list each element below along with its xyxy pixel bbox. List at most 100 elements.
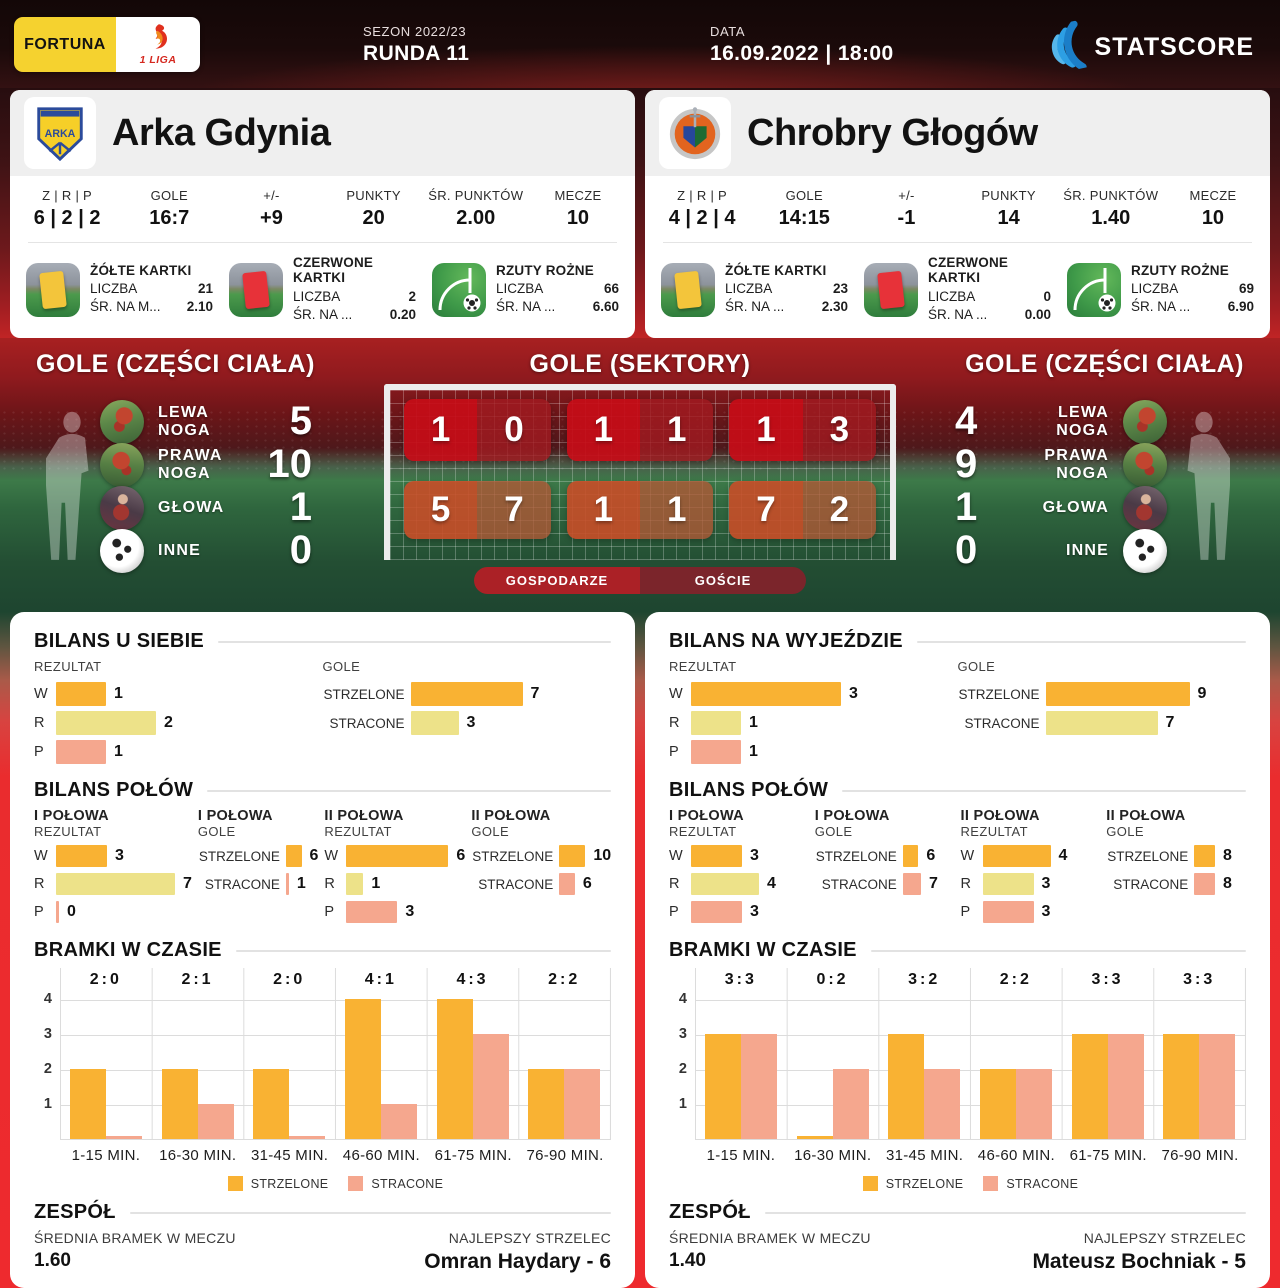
half-column: II POŁOWA GOLE STRZELONE 8 STRACONE 8 [1106,808,1246,929]
team-summary: ŚREDNIA BRAMEK W MECZU 1.60 NAJLEPSZY STR… [34,1230,611,1273]
chart-bar [832,1069,869,1139]
red-card-icon [864,262,918,317]
ball-icon [1123,528,1167,573]
heading-rule [207,789,611,792]
x-tick-label: 61-75 MIN. [434,1147,512,1164]
chart-bar [161,1069,198,1139]
chart-group: 2:2 [518,968,610,1139]
yellow-card-icon [26,262,80,317]
liga-badge: 1 LIGA [116,17,200,72]
y-tick-label: 3 [43,1026,52,1042]
chrobry-glogow-crest-icon [659,97,731,169]
corner-kick-icon [432,262,486,317]
chart-group: 2:0 [60,968,152,1139]
fortuna-wordmark: FORTUNA [14,17,116,72]
bar [410,711,459,735]
chart-bar [197,1104,234,1139]
stracone-swatch [983,1176,999,1191]
body-part-row: LEWA NOGA 5 [100,399,312,444]
x-tick-label: 61-75 MIN. [1069,1147,1147,1164]
chart-group: 2:0 [243,968,335,1139]
heading-rule [218,640,611,643]
body-parts-home: LEWA NOGA 5 PRAWA NOGA 10 GŁOWA 1 INNE 0 [100,399,312,573]
heading-rule [842,789,1246,792]
sector-legend: GOSPODARZE GOŚCIE [474,567,806,594]
left-leg-icon [100,399,144,444]
body-part-row: INNE 0 [100,528,312,573]
yellow-cards-stat: ŻÓŁTE KARTKI LICZBA 21 ŚR. NA M... 2.10 [18,262,221,317]
goals-in-time-chart: 1 2 3 4 3:3 0:2 3:2 2:2 3:3 3:3 1-15 MIN. 16-30 M… [679,968,1246,1191]
body-part-row: 1 GŁOWA [955,485,1167,530]
x-tick-label: 31-45 MIN. [885,1147,964,1164]
chart-group: 2:2 [970,968,1062,1139]
chart-bar [888,1034,925,1139]
chart-bar [105,1136,142,1139]
goals-in-time-chart: 1 2 3 4 2:0 2:1 2:0 4:1 4:3 2:2 1-15 MIN. 16-30 M… [44,968,611,1191]
discipline-stats-row: ŻÓŁTE KARTKI LICZBA 21 ŚR. NA M... 2.10 CZ… [10,243,635,338]
y-tick-label: 1 [43,1096,52,1112]
sectors-title: GOLE (SEKTORY) [529,350,751,378]
interval-score: 3:3 [1183,971,1216,988]
stat-col: MECZE 10 [1189,188,1237,229]
head-icon [100,485,144,530]
head-icon [1123,485,1167,530]
bar-row: STRZELONE 7 [323,682,612,706]
yellow-cards-stat: ŻÓŁTE KARTKI LICZBA 23 ŚR. NA ... 2.30 [653,262,856,317]
x-tick-label: 1-15 MIN. [71,1147,141,1164]
stat-col: GOLE 14:15 [778,188,830,229]
date-block: DATA 16.09.2022 | 18:00 [710,24,894,66]
divider [663,242,1252,243]
interval-score: 3:3 [1091,971,1124,988]
body-part-row: PRAWA NOGA 10 [100,442,312,487]
x-tick-label: 76-90 MIN. [526,1147,604,1164]
stat-col: GOLE 16:7 [149,188,190,229]
interval-score: 2:2 [548,971,581,988]
left-leg-icon [1123,399,1167,444]
avg-goals-value: 1.60 [34,1250,71,1271]
chart-legend: STRZELONE STRACONE [695,1176,1246,1191]
bar-row: STRACONE 8 [1106,873,1246,895]
bar-row: STRZELONE 10 [471,845,611,867]
chart-bar [1107,1034,1144,1139]
interval-score: 2:0 [89,971,122,988]
chart-group: 4:1 [335,968,427,1139]
bar-row: STRZELONE 8 [1106,845,1246,867]
chart-x-labels: 1-15 MIN. 16-30 MIN. 31-45 MIN. 46-60 MIN. 6… [695,1147,1246,1164]
chart-bar [436,999,473,1139]
body-parts-title-away: GOLE (CZĘŚCI CIAŁA) [965,350,1244,378]
statscore-arcs-icon [1051,20,1087,71]
strzelone-swatch [227,1176,243,1191]
discipline-stats-row: ŻÓŁTE KARTKI LICZBA 23 ŚR. NA ... 2.30 CZE… [645,243,1270,338]
date-label: DATA [710,24,746,39]
strzelone-swatch [862,1176,878,1191]
chart-bar [253,1069,290,1139]
bar-row: STRACONE 6 [471,873,611,895]
section-heading: BILANS NA WYJEŹDZIE [669,630,1246,653]
chart-bar [344,999,381,1139]
team-name: Arka Gdynia [112,111,331,154]
chart-bar [380,1104,417,1139]
chart-bar [528,1069,565,1139]
x-tick-label: 16-30 MIN. [159,1147,237,1164]
interval-score: 2:2 [999,971,1032,988]
chart-plot: 3:3 0:2 3:2 2:2 3:3 3:3 [695,968,1246,1140]
half-column: II POŁOWA GOLE STRZELONE 10 STRACONE 6 [471,808,611,929]
chart-bar [740,1034,777,1139]
x-tick-label: 16-30 MIN. [794,1147,872,1164]
heading-rule [870,949,1246,952]
